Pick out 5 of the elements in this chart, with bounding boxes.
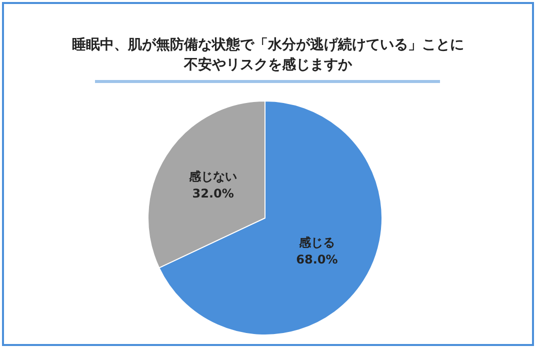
slice-label: 感じる [298,235,335,250]
data-label: 68.0% [296,252,338,266]
slice-label: 感じない [188,170,238,184]
data-label: 32.0% [192,186,234,201]
chart-title: 睡眠中、肌が無防備な状態で「水分が逃げ続けている」ことに不安やリスクを感じますか [72,36,464,73]
